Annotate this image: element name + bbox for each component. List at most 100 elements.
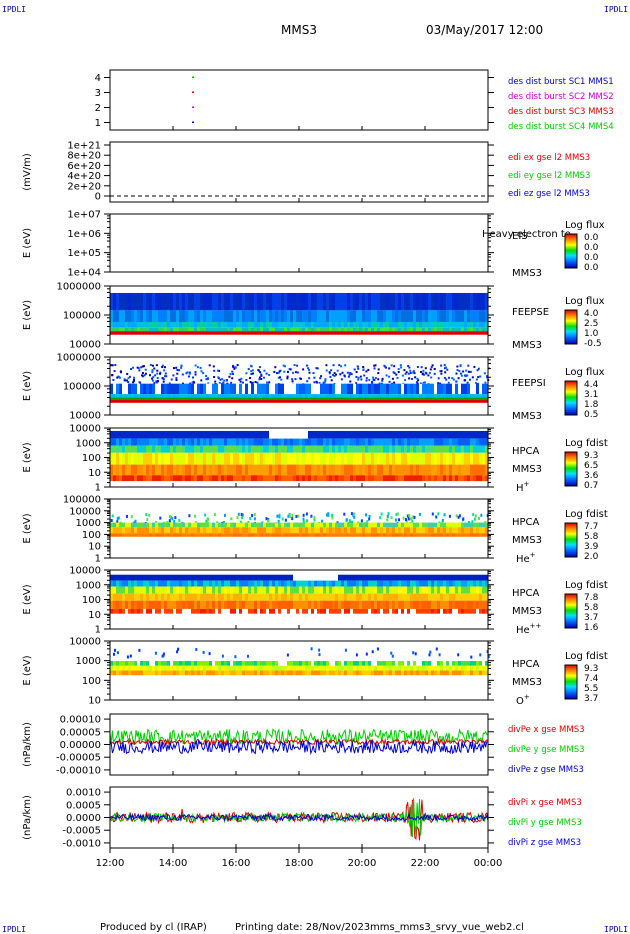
flux-cell — [164, 331, 168, 335]
flux-cell — [368, 327, 372, 332]
flux-cell — [158, 331, 162, 335]
flux-cell — [146, 586, 150, 594]
flux-cell — [266, 593, 270, 601]
flux-cell — [138, 369, 141, 372]
flux-cell — [357, 367, 360, 370]
flux-cell — [482, 527, 486, 534]
flux-cell — [173, 475, 177, 482]
flux-cell — [312, 372, 315, 375]
flux-cell — [455, 399, 459, 403]
flux-cell — [287, 321, 291, 328]
flux-cell — [275, 600, 279, 609]
flux-cell — [218, 600, 222, 609]
flux-cell — [155, 475, 159, 482]
flux-cell — [194, 475, 198, 482]
flux-cell — [125, 522, 129, 528]
flux-cell — [206, 580, 210, 587]
flux-cell — [257, 445, 261, 453]
flux-cell — [425, 670, 429, 676]
flux-cell — [281, 533, 285, 537]
flux-cell — [260, 292, 264, 311]
flux-cell — [392, 593, 396, 601]
flux-cell — [113, 310, 117, 322]
flux-cell — [473, 445, 477, 453]
flux-cell — [287, 574, 291, 581]
flux-cell — [347, 475, 351, 482]
flux-cell — [278, 522, 282, 528]
flux-cell — [425, 533, 429, 537]
flux-cell — [425, 445, 429, 453]
flux-cell — [203, 533, 207, 537]
flux-cell — [350, 665, 354, 671]
flux-cell — [425, 574, 429, 581]
flux-cell — [125, 608, 129, 614]
flux-cell — [284, 327, 288, 332]
flux-cell — [152, 522, 156, 528]
flux-cell — [311, 527, 315, 534]
flux-cell — [338, 475, 342, 482]
flux-cell — [245, 438, 249, 446]
flux-cell — [131, 397, 135, 400]
flux-cell — [441, 518, 444, 522]
flux-cell — [149, 670, 153, 676]
flux-cell — [374, 580, 378, 587]
flux-cell — [207, 518, 209, 522]
flux-cell — [266, 522, 270, 528]
flux-cell — [227, 608, 231, 614]
flux-cell — [413, 600, 417, 609]
flux-cell — [317, 383, 321, 395]
flux-cell — [326, 327, 330, 332]
flux-cell — [131, 593, 135, 601]
flux-cell — [350, 327, 354, 332]
flux-cell — [143, 464, 147, 476]
flux-cell — [293, 574, 297, 581]
flux-cell — [284, 365, 286, 368]
legend-entry-1: des dist burst SC1 MMS1 — [508, 77, 614, 87]
flux-cell — [296, 452, 300, 465]
flux-cell — [428, 399, 432, 403]
flux-cell — [470, 397, 474, 400]
flux-cell — [410, 321, 414, 328]
flux-cell — [248, 574, 252, 581]
panel-frame — [109, 213, 489, 273]
series-line — [109, 738, 489, 756]
colorbar-tick-label: 0.5 — [584, 410, 598, 420]
flux-cell — [323, 670, 327, 676]
flux-cell — [409, 369, 412, 372]
flux-cell — [404, 533, 408, 537]
flux-cell — [440, 364, 443, 367]
flux-cell — [299, 661, 303, 666]
flux-cell — [473, 580, 477, 587]
burst-marker — [192, 121, 194, 123]
flux-cell — [180, 366, 183, 369]
flux-cell — [396, 377, 399, 379]
flux-cell — [242, 475, 246, 482]
flux-cell — [380, 327, 384, 332]
flux-cell — [284, 586, 288, 594]
flux-cell — [452, 399, 456, 403]
flux-cell — [239, 399, 243, 403]
flux-cell — [299, 438, 303, 446]
flux-cell — [458, 574, 462, 581]
flux-cell — [332, 665, 336, 671]
flux-cell — [464, 375, 467, 378]
flux-cell — [119, 430, 123, 439]
flux-cell — [239, 331, 243, 335]
flux-cell — [134, 383, 138, 395]
flux-cell — [410, 661, 414, 666]
flux-cell — [188, 445, 192, 453]
y-tick-label: 0.0010 — [66, 788, 101, 799]
flux-cell — [344, 364, 347, 367]
flux-cell — [245, 452, 249, 465]
flux-cell — [176, 383, 180, 395]
flux-cell — [143, 327, 147, 332]
flux-cell — [365, 399, 369, 403]
flux-cell — [282, 364, 285, 367]
flux-cell — [182, 445, 186, 453]
flux-cell — [140, 522, 144, 528]
flux-cell — [419, 608, 423, 614]
flux-cell — [347, 593, 351, 601]
flux-cell — [362, 452, 366, 465]
flux-cell — [368, 533, 372, 537]
flux-cell — [404, 331, 408, 335]
